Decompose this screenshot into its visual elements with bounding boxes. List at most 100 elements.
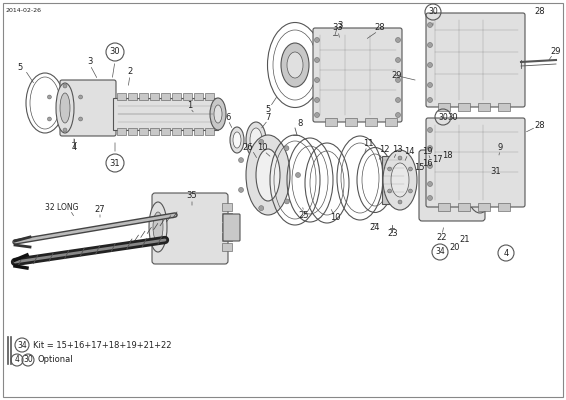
FancyBboxPatch shape: [139, 93, 148, 100]
FancyBboxPatch shape: [161, 128, 170, 135]
Text: 29: 29: [392, 70, 402, 80]
Circle shape: [315, 78, 319, 82]
FancyBboxPatch shape: [222, 223, 232, 231]
Circle shape: [79, 117, 83, 121]
FancyBboxPatch shape: [325, 118, 337, 126]
Text: 34: 34: [435, 248, 445, 256]
FancyBboxPatch shape: [438, 103, 450, 111]
Text: 9: 9: [498, 144, 503, 152]
Circle shape: [398, 156, 402, 160]
Text: 30: 30: [110, 48, 121, 56]
FancyBboxPatch shape: [426, 13, 525, 107]
Text: 34: 34: [17, 340, 27, 350]
FancyBboxPatch shape: [139, 128, 148, 135]
Text: 30: 30: [428, 8, 438, 16]
FancyBboxPatch shape: [150, 128, 159, 135]
Text: 19: 19: [422, 146, 432, 156]
Ellipse shape: [246, 135, 290, 215]
Text: Kit = 15+16+17+18+19+21+22: Kit = 15+16+17+18+19+21+22: [33, 340, 171, 350]
Text: 32 LONG: 32 LONG: [45, 204, 79, 212]
Text: 6: 6: [225, 114, 231, 122]
Text: 5: 5: [265, 106, 271, 114]
Ellipse shape: [60, 93, 70, 123]
Text: 17: 17: [432, 154, 442, 164]
FancyBboxPatch shape: [128, 128, 137, 135]
Text: 2014-02-26: 2014-02-26: [5, 8, 41, 13]
Circle shape: [388, 167, 392, 171]
Ellipse shape: [281, 43, 309, 87]
Circle shape: [457, 182, 462, 188]
FancyBboxPatch shape: [478, 103, 490, 111]
Text: 20: 20: [450, 244, 460, 252]
FancyBboxPatch shape: [152, 193, 228, 264]
Text: 23: 23: [388, 228, 398, 238]
Circle shape: [487, 164, 492, 168]
Text: 4: 4: [71, 144, 76, 152]
FancyBboxPatch shape: [172, 93, 181, 100]
Circle shape: [284, 146, 289, 151]
FancyBboxPatch shape: [426, 118, 525, 207]
Text: 26: 26: [243, 144, 254, 152]
FancyBboxPatch shape: [385, 118, 397, 126]
FancyBboxPatch shape: [161, 93, 170, 100]
Circle shape: [79, 95, 83, 99]
Ellipse shape: [383, 150, 417, 210]
FancyBboxPatch shape: [183, 93, 192, 100]
Circle shape: [427, 42, 432, 48]
Text: 5: 5: [18, 64, 23, 72]
Circle shape: [468, 164, 473, 168]
Ellipse shape: [472, 167, 488, 203]
Circle shape: [427, 182, 432, 186]
Circle shape: [487, 202, 492, 206]
FancyBboxPatch shape: [365, 118, 377, 126]
FancyBboxPatch shape: [345, 118, 357, 126]
Circle shape: [295, 172, 301, 178]
Circle shape: [238, 188, 243, 192]
Text: 2: 2: [127, 68, 132, 76]
Circle shape: [409, 189, 413, 193]
Ellipse shape: [287, 52, 303, 78]
Circle shape: [315, 98, 319, 102]
Text: 29: 29: [551, 48, 561, 56]
FancyBboxPatch shape: [150, 93, 159, 100]
Ellipse shape: [214, 105, 222, 123]
Ellipse shape: [233, 132, 241, 148]
Ellipse shape: [246, 122, 266, 158]
Text: 25: 25: [299, 210, 309, 220]
Text: 28: 28: [375, 24, 385, 32]
FancyBboxPatch shape: [478, 203, 490, 211]
FancyBboxPatch shape: [117, 93, 126, 100]
Text: 21: 21: [460, 236, 470, 244]
FancyBboxPatch shape: [222, 243, 232, 251]
Circle shape: [427, 98, 432, 102]
Circle shape: [63, 128, 67, 132]
Text: 3: 3: [337, 20, 342, 30]
FancyBboxPatch shape: [194, 128, 203, 135]
Ellipse shape: [391, 163, 409, 197]
Ellipse shape: [230, 127, 244, 153]
FancyBboxPatch shape: [60, 80, 116, 136]
Text: 22: 22: [437, 234, 447, 242]
FancyBboxPatch shape: [172, 128, 181, 135]
FancyBboxPatch shape: [458, 203, 470, 211]
Text: 28: 28: [535, 8, 545, 16]
Circle shape: [63, 84, 67, 88]
Text: 13: 13: [392, 146, 402, 154]
Text: 3: 3: [87, 58, 93, 66]
Text: Optional: Optional: [38, 356, 74, 364]
FancyBboxPatch shape: [419, 150, 485, 221]
FancyBboxPatch shape: [222, 203, 232, 211]
Ellipse shape: [250, 128, 262, 152]
Ellipse shape: [210, 98, 226, 130]
FancyBboxPatch shape: [194, 93, 203, 100]
Circle shape: [398, 200, 402, 204]
Circle shape: [491, 175, 497, 181]
FancyBboxPatch shape: [205, 93, 214, 100]
FancyBboxPatch shape: [183, 128, 192, 135]
Text: 16: 16: [422, 158, 432, 168]
Text: 35: 35: [187, 192, 198, 200]
Circle shape: [396, 112, 401, 118]
Circle shape: [388, 189, 392, 193]
FancyBboxPatch shape: [113, 98, 218, 130]
FancyBboxPatch shape: [498, 203, 510, 211]
